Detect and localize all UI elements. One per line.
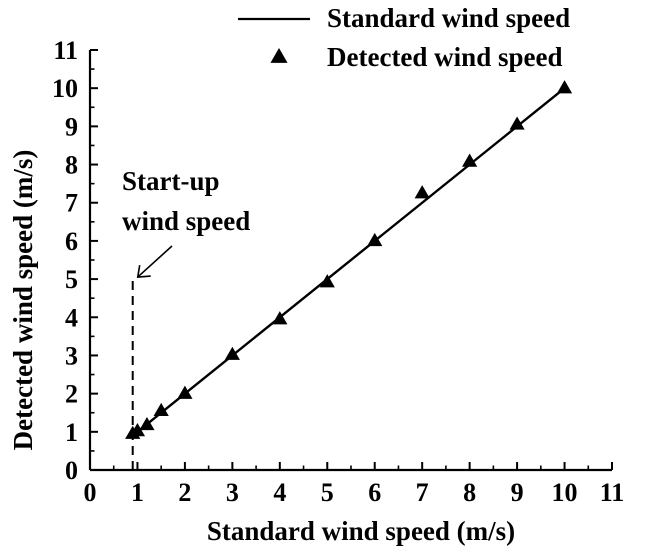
y-tick-label: 11 [53,36,78,65]
annotation-label-line-2: wind speed [122,206,250,236]
data-point-triangle [462,153,478,167]
data-point-triangle [319,274,335,288]
y-tick-label: 9 [65,112,78,141]
x-tick-label: 0 [84,478,97,507]
y-tick-label: 2 [65,380,78,409]
y-tick-label: 1 [65,418,78,447]
y-tick-label: 10 [52,74,78,103]
data-point-triangle [367,232,383,247]
y-tick-label: 0 [65,456,78,485]
y-axis-title: Detected wind speed (m/s) [8,150,38,451]
x-tick-label: 7 [416,478,429,507]
x-axis-title: Standard wind speed (m/s) [207,516,515,546]
y-tick-label: 4 [65,303,78,332]
x-tick-label: 10 [552,478,578,507]
data-point-triangle [224,346,240,360]
series-detected-points-group [125,80,573,439]
data-point-triangle [153,402,169,417]
x-tick-label: 3 [226,478,239,507]
x-tick-label: 4 [273,478,286,507]
axis-ticks [89,49,613,471]
legend: Standard wind speed Detected wind speed [238,3,570,72]
x-tick-label: 1 [131,478,144,507]
data-point-triangle [414,185,430,199]
data-point-triangle [139,416,155,431]
x-tick-label: 11 [600,478,625,507]
startup-arrow-shaft [137,245,173,278]
y-tick-label: 8 [65,151,78,180]
legend-label-standard: Standard wind speed [327,3,570,33]
annotation-label-line-1: Start-up [122,166,220,196]
y-tick-label: 6 [65,227,78,256]
y-tick-label: 7 [65,189,78,218]
data-point-triangle [272,311,288,325]
x-tick-label: 5 [321,478,334,507]
legend-detected-triangle-marker [270,48,288,63]
x-tick-label: 6 [368,478,381,507]
data-point-triangle [177,385,193,399]
x-tick-label: 9 [511,478,524,507]
x-tick-label: 8 [463,478,476,507]
startup-annotation: Start-up wind speed [122,166,250,470]
series-standard-line-group [131,87,566,437]
y-tick-label: 5 [65,265,78,294]
legend-label-detected: Detected wind speed [327,42,562,72]
y-tick-label: 3 [65,341,78,370]
series-standard-line [131,87,566,437]
data-point-triangle [556,80,573,94]
x-tick-label: 2 [178,478,191,507]
startup-arrow-head [136,264,151,278]
data-point-triangle [509,116,525,130]
axis-tick-labels: 0 1 2 3 4 5 6 7 8 9 10 11 0 1 2 3 4 5 6 7 8 9 10 11 [52,36,624,507]
